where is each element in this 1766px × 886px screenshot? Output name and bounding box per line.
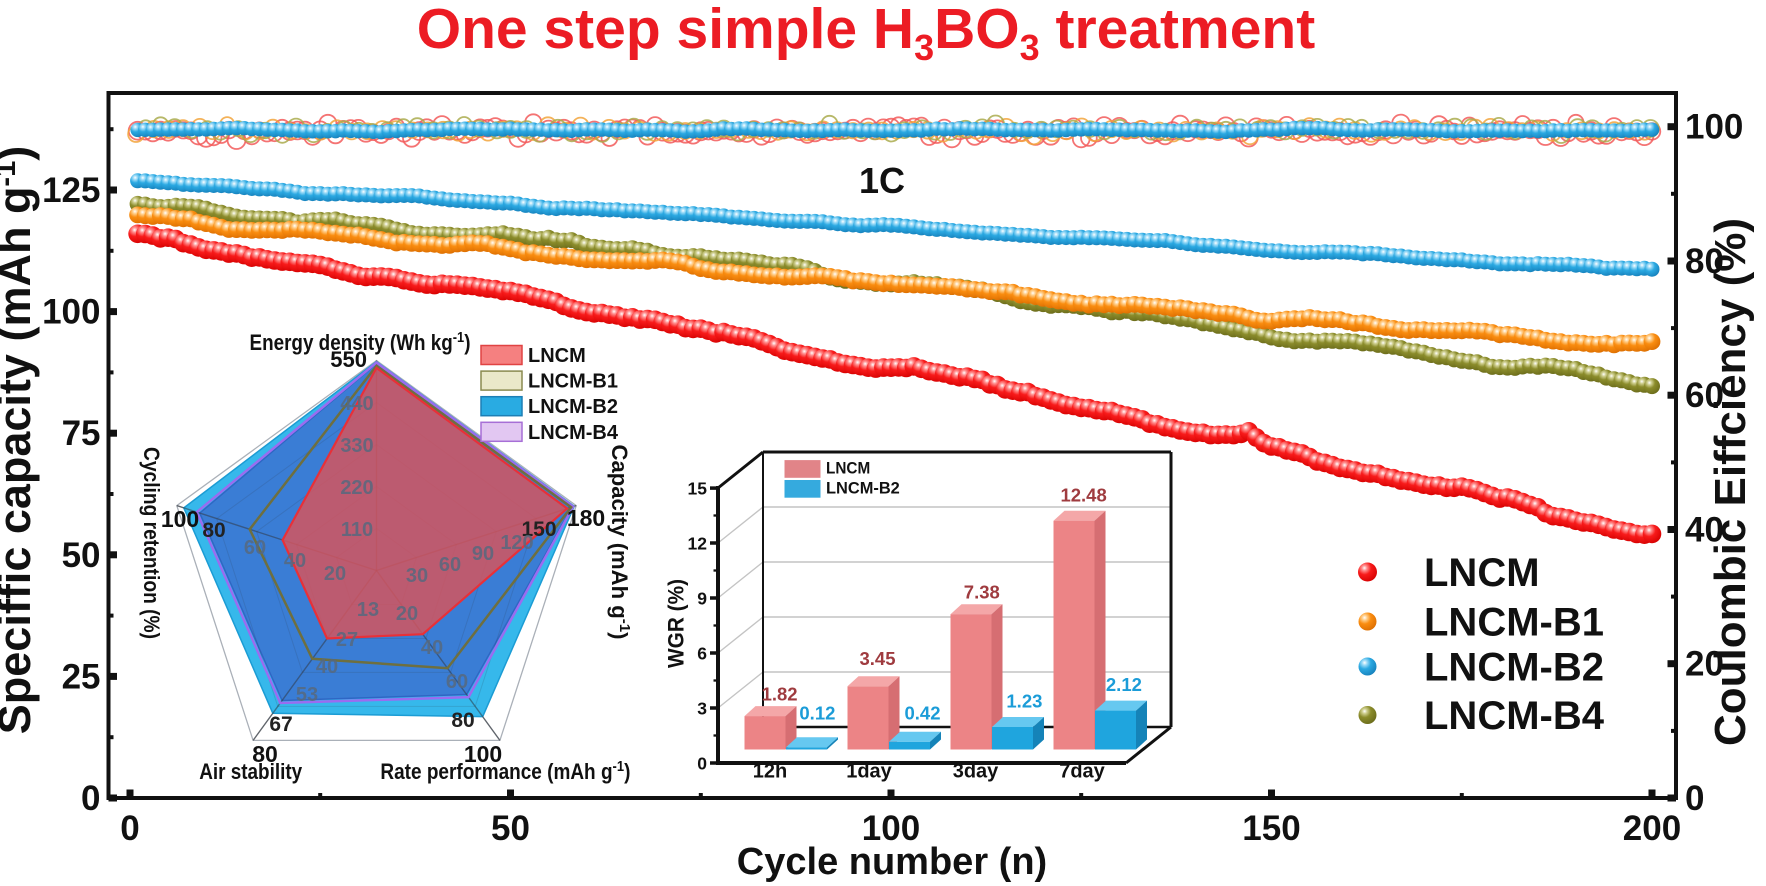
svg-text:LNCM-B1: LNCM-B1 (1424, 601, 1604, 645)
svg-text:One step simple H3BO3 treatmen: One step simple H3BO3 treatment (417, 0, 1315, 68)
svg-text:LNCM-B2: LNCM-B2 (528, 396, 618, 418)
svg-text:120: 120 (500, 532, 533, 554)
svg-text:3day: 3day (953, 761, 999, 783)
svg-text:LNCM: LNCM (528, 345, 586, 367)
svg-text:40: 40 (316, 656, 338, 678)
svg-text:200: 200 (1623, 809, 1681, 848)
svg-text:67: 67 (269, 713, 292, 736)
svg-text:60: 60 (244, 537, 266, 559)
svg-text:80: 80 (451, 709, 474, 732)
svg-text:220: 220 (340, 477, 373, 499)
svg-text:Cycle number (n): Cycle number (n) (737, 841, 1047, 883)
svg-text:0.42: 0.42 (904, 703, 940, 724)
svg-text:100: 100 (862, 809, 920, 848)
svg-text:60: 60 (1685, 376, 1724, 415)
svg-text:1.23: 1.23 (1006, 691, 1042, 712)
svg-text:9: 9 (697, 589, 707, 609)
svg-text:40: 40 (421, 637, 443, 659)
svg-text:12: 12 (688, 534, 708, 554)
svg-text:Coulombic Eiffciency (%): Coulombic Eiffciency (%) (1706, 218, 1755, 746)
svg-text:0: 0 (697, 754, 707, 774)
svg-text:3: 3 (697, 699, 707, 719)
svg-text:100: 100 (1685, 108, 1743, 147)
svg-text:2.12: 2.12 (1106, 674, 1142, 695)
svg-text:Air stability: Air stability (199, 759, 303, 784)
svg-text:1.82: 1.82 (762, 684, 798, 705)
svg-text:LNCM-B4: LNCM-B4 (1424, 694, 1605, 738)
svg-text:50: 50 (62, 536, 101, 575)
svg-text:100: 100 (464, 741, 502, 767)
svg-text:150: 150 (521, 518, 556, 541)
svg-text:20: 20 (396, 603, 418, 625)
svg-text:75: 75 (62, 414, 101, 453)
svg-text:80: 80 (1685, 242, 1724, 281)
svg-text:LNCM-B4: LNCM-B4 (528, 422, 619, 444)
svg-text:6: 6 (697, 644, 707, 664)
svg-text:Energy density (Wh kg-1): Energy density (Wh kg-1) (250, 329, 471, 355)
svg-text:7day: 7day (1059, 761, 1105, 783)
svg-text:80: 80 (252, 741, 278, 767)
svg-text:40: 40 (1685, 511, 1724, 550)
svg-text:125: 125 (42, 171, 100, 210)
svg-text:0: 0 (81, 779, 100, 818)
svg-text:40: 40 (284, 550, 306, 572)
svg-text:1C: 1C (859, 160, 905, 201)
svg-text:Capacity (mAh g-1): Capacity (mAh g-1) (607, 445, 633, 640)
svg-text:20: 20 (324, 563, 346, 585)
svg-text:110: 110 (341, 519, 373, 541)
svg-text:15: 15 (688, 479, 708, 499)
svg-text:30: 30 (406, 565, 428, 587)
svg-text:80: 80 (202, 519, 225, 542)
svg-text:100: 100 (161, 506, 199, 532)
svg-text:330: 330 (340, 435, 373, 457)
svg-text:60: 60 (439, 554, 461, 576)
svg-text:180: 180 (567, 505, 605, 531)
svg-text:1day: 1day (846, 761, 892, 783)
svg-text:440: 440 (340, 393, 373, 415)
svg-text:90: 90 (472, 543, 494, 565)
svg-text:7.38: 7.38 (964, 582, 1000, 603)
svg-text:12.48: 12.48 (1060, 485, 1106, 506)
svg-text:550: 550 (330, 347, 367, 372)
svg-text:12h: 12h (753, 761, 787, 783)
svg-text:25: 25 (62, 657, 101, 696)
svg-text:20: 20 (1685, 645, 1724, 684)
svg-text:LNCM: LNCM (1424, 551, 1540, 595)
svg-text:13: 13 (357, 599, 379, 621)
svg-text:50: 50 (491, 809, 530, 848)
svg-text:3.45: 3.45 (859, 648, 895, 669)
svg-text:Speciffic capacity (mAh g-1): Speciffic capacity (mAh g-1) (0, 146, 40, 734)
svg-text:0.12: 0.12 (799, 703, 835, 724)
svg-text:LNCM-B2: LNCM-B2 (1424, 646, 1604, 690)
svg-text:0: 0 (120, 809, 139, 848)
svg-text:LNCM-B1: LNCM-B1 (528, 371, 618, 393)
svg-text:100: 100 (42, 293, 100, 332)
svg-text:LNCM: LNCM (826, 459, 870, 478)
svg-text:WGR (%): WGR (%) (664, 579, 689, 668)
svg-text:Rate performance (mAh g-1): Rate performance (mAh g-1) (380, 758, 630, 784)
svg-text:0: 0 (1685, 779, 1704, 818)
svg-text:53: 53 (296, 684, 318, 706)
svg-text:Cycling retention (%): Cycling retention (%) (139, 447, 164, 639)
svg-text:27: 27 (336, 629, 358, 651)
svg-text:150: 150 (1242, 809, 1300, 848)
svg-text:LNCM-B2: LNCM-B2 (826, 479, 900, 498)
svg-text:60: 60 (446, 671, 468, 693)
